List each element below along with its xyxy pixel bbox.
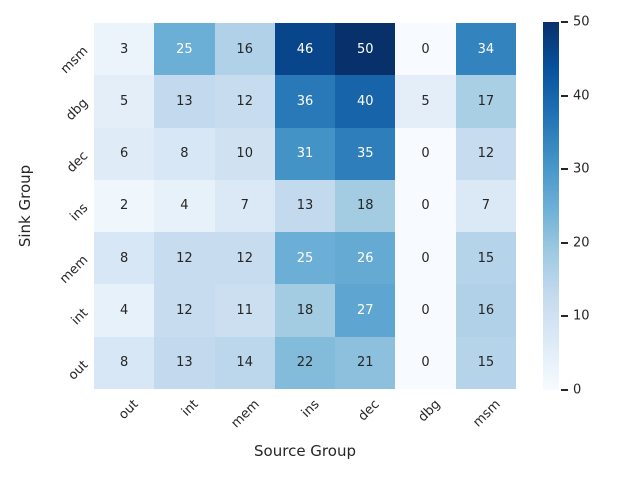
y-tick-label-dbg: dbg xyxy=(63,96,92,125)
heatmap-cell-out-ins: 22 xyxy=(274,336,336,389)
heatmap-cell-dec-out: 6 xyxy=(94,127,155,180)
heatmap-cell-out-msm: 15 xyxy=(455,336,516,389)
heatmap-cell-dec-mem: 10 xyxy=(214,127,275,180)
x-tick-label-msm: msm xyxy=(470,397,504,431)
heatmap-cell-dec-ins: 31 xyxy=(274,127,336,180)
x-tick-label-ins: ins xyxy=(298,397,323,421)
heatmap-cell-mem-msm: 15 xyxy=(455,232,516,285)
colorbar-tick-mark-40 xyxy=(561,94,568,97)
x-tick-label-out: out xyxy=(116,397,142,423)
heatmap-cell-ins-int: 4 xyxy=(154,179,215,233)
heatmap-cell-int-out: 4 xyxy=(94,284,155,337)
heatmap-cell-out-dec: 21 xyxy=(335,336,396,389)
heatmap-cell-mem-dec: 26 xyxy=(335,232,396,285)
colorbar-tick-mark-50 xyxy=(561,21,568,23)
x-tick-label-int: int xyxy=(179,397,203,420)
x-tick-label-dec: dec xyxy=(355,397,383,425)
heatmap-cell-int-ins: 18 xyxy=(274,284,336,337)
heatmap-cell-dbg-mem: 12 xyxy=(214,75,275,128)
heatmap-cell-dec-msm: 12 xyxy=(455,127,516,180)
y-tick-label-int: int xyxy=(68,305,92,328)
heatmap-cell-ins-ins: 13 xyxy=(274,179,336,233)
heatmap-cell-dbg-int: 13 xyxy=(154,75,215,128)
colorbar-tick-label-0: 0 xyxy=(573,382,582,398)
heatmap-cell-ins-dbg: 0 xyxy=(395,179,456,233)
heatmap-cell-mem-ins: 25 xyxy=(274,232,336,285)
heatmap-cell-ins-out: 2 xyxy=(94,179,155,233)
heatmap-cell-mem-mem: 12 xyxy=(214,232,275,285)
heatmap-cell-mem-out: 8 xyxy=(94,232,155,285)
heatmap-cell-ins-dec: 18 xyxy=(335,179,396,233)
heatmap-cell-int-int: 12 xyxy=(154,284,215,337)
heatmap-cell-dbg-dec: 40 xyxy=(335,75,396,128)
heatmap-grid: 3 25 16 46 50 0 34 5 13 12 36 40 5 17 6 8 10 31 35 0 12 2 4 7 13… xyxy=(94,23,516,389)
heatmap-cell-int-dbg: 0 xyxy=(395,284,456,337)
y-tick-label-msm: msm xyxy=(57,43,92,78)
heatmap-cell-out-int: 13 xyxy=(154,336,215,389)
heatmap-cell-int-msm: 16 xyxy=(455,284,516,337)
heatmap-cell-out-out: 8 xyxy=(94,336,155,389)
heatmap-cell-msm-mem: 16 xyxy=(214,23,275,76)
x-tick-label-mem: mem xyxy=(228,397,263,432)
heatmap-cell-mem-dbg: 0 xyxy=(395,232,456,285)
heatmap-cell-ins-msm: 7 xyxy=(455,179,516,233)
heatmap-cell-ins-mem: 7 xyxy=(214,179,275,233)
heatmap-cell-dbg-ins: 36 xyxy=(274,75,336,128)
colorbar-tick-label-20: 20 xyxy=(573,235,590,251)
colorbar-tick-mark-30 xyxy=(561,168,568,171)
heatmap-cell-dbg-out: 5 xyxy=(94,75,155,128)
colorbar-tick-mark-20 xyxy=(561,241,568,244)
x-tick-label-dbg: dbg xyxy=(415,397,444,426)
heatmap-cell-msm-ins: 46 xyxy=(274,23,336,76)
heatmap-cell-dec-int: 8 xyxy=(154,127,215,180)
heatmap-cell-msm-int: 25 xyxy=(154,23,215,76)
y-tick-label-mem: mem xyxy=(57,252,92,288)
heatmap-cell-dec-dbg: 0 xyxy=(395,127,456,180)
colorbar-tick-label-30: 30 xyxy=(573,161,590,177)
colorbar-tick-label-40: 40 xyxy=(573,88,590,104)
heatmap-cell-out-dbg: 0 xyxy=(395,336,456,389)
x-axis-title: Source Group xyxy=(254,442,356,460)
heatmap-cell-msm-msm: 34 xyxy=(455,23,516,76)
colorbar-gradient xyxy=(543,22,559,390)
colorbar-tick-label-10: 10 xyxy=(573,308,590,324)
heatmap-cell-mem-int: 12 xyxy=(154,232,215,285)
colorbar-tick-mark-10 xyxy=(561,315,568,318)
heatmap-cell-dbg-msm: 17 xyxy=(455,75,516,128)
y-tick-label-ins: ins xyxy=(67,200,92,225)
y-tick-label-out: out xyxy=(65,357,92,384)
heatmap-cell-int-dec: 27 xyxy=(335,284,396,337)
colorbar-tick-mark-0 xyxy=(561,389,568,391)
colorbar-tick-label-50: 50 xyxy=(573,14,590,30)
heatmap-cell-dbg-dbg: 5 xyxy=(395,75,456,128)
heatmap-cell-msm-dbg: 0 xyxy=(395,23,456,76)
heatmap-cell-msm-dec: 50 xyxy=(335,23,396,76)
y-tick-label-dec: dec xyxy=(64,148,92,176)
heatmap-cell-out-mem: 14 xyxy=(214,336,275,389)
y-axis-title: Sink Group xyxy=(16,164,34,248)
heatmap-cell-int-mem: 11 xyxy=(214,284,275,337)
heatmap-cell-dec-dec: 35 xyxy=(335,127,396,180)
heatmap-cell-msm-out: 3 xyxy=(94,23,155,76)
